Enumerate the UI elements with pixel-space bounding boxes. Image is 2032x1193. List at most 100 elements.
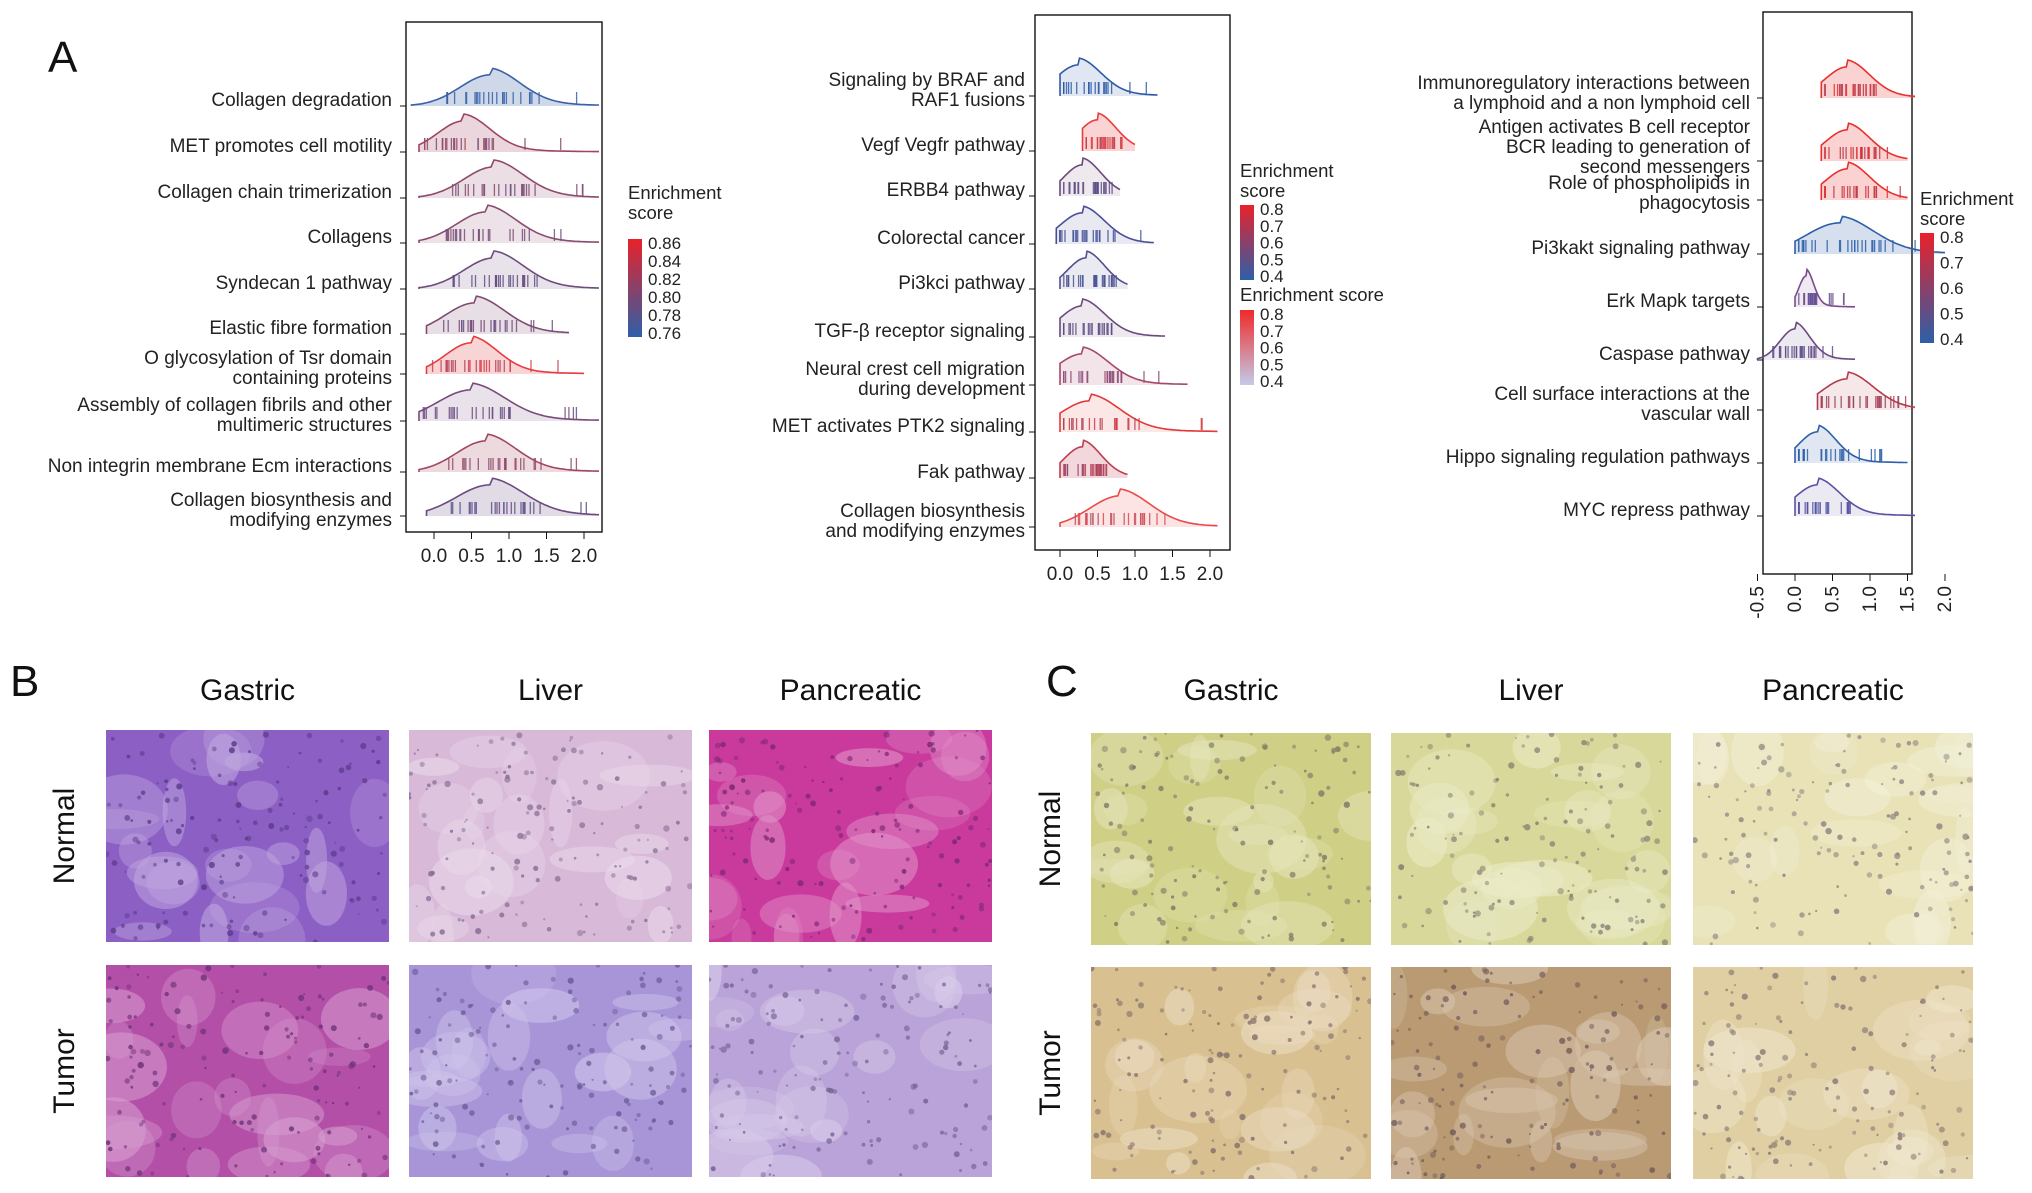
ridge-line bbox=[1059, 393, 1218, 433]
row-label: Non integrin membrane Ecm interactions bbox=[48, 456, 392, 477]
ridge-line bbox=[1059, 439, 1128, 478]
ridge-fill bbox=[1060, 394, 1218, 432]
legend-tick: 0.82 bbox=[648, 270, 681, 289]
row-label: O glycosylation of Tsr domain containing … bbox=[144, 348, 392, 389]
row-label: Assembly of collagen fibrils and other mu… bbox=[77, 395, 392, 436]
ridge-line bbox=[1820, 59, 1916, 99]
row-label: ERBB4 pathway bbox=[887, 180, 1026, 201]
ridge-fill bbox=[1056, 206, 1154, 244]
x-tick-label: 1.0 bbox=[496, 546, 522, 567]
ridge-line bbox=[418, 159, 600, 198]
ridge-fill bbox=[419, 160, 599, 198]
legend-tick: 0.8 bbox=[1260, 200, 1284, 219]
ridge-fill bbox=[411, 68, 599, 106]
panel-c: Gastric Liver Pancreatic Normal Tumor bbox=[1034, 674, 1973, 1179]
ridge-line bbox=[410, 67, 599, 106]
ridge-fill bbox=[1060, 440, 1128, 478]
b-micrograph bbox=[409, 965, 692, 1177]
ridge-fill bbox=[419, 434, 599, 472]
panel-a-label: A bbox=[48, 33, 78, 82]
ridge-line bbox=[1794, 267, 1855, 308]
legend-colorbar bbox=[1920, 233, 1934, 343]
row-label: MET promotes cell motility bbox=[170, 136, 393, 157]
b-micrograph bbox=[106, 730, 389, 942]
ridge-plot-2: Signaling by BRAF and RAF1 fusions Vegf Ve… bbox=[772, 14, 1384, 585]
b-row-title: Normal bbox=[48, 788, 81, 885]
row-label: Colorectal cancer bbox=[877, 228, 1026, 249]
row-label: Pi3kci pathway bbox=[898, 273, 1025, 294]
legend-tick: 0.4 bbox=[1260, 372, 1284, 391]
row-label: Collagen biosynthesis and modifying enzym… bbox=[170, 490, 392, 531]
ridge-fill bbox=[1795, 425, 1908, 463]
c-micrograph bbox=[1693, 733, 1973, 945]
row-label: Vegf Vegfr pathway bbox=[861, 135, 1025, 156]
legend-colorbar bbox=[1240, 310, 1254, 385]
legend-tick: 0.4 bbox=[1940, 330, 1964, 349]
panel-a: Collagen degradation MET promotes cell mo… bbox=[48, 11, 2014, 619]
plot-frame bbox=[1762, 11, 1913, 575]
legend-tick: 0.7 bbox=[1260, 217, 1284, 236]
row-label: Role of phospholipids in phagocytosis bbox=[1548, 173, 1750, 214]
ridge-line bbox=[425, 477, 600, 516]
ridge-line bbox=[418, 433, 599, 472]
b-micrograph bbox=[409, 730, 692, 942]
row-label: Immunoregulatory interactions between a l… bbox=[1417, 73, 1750, 114]
panel-c-label: C bbox=[1046, 657, 1078, 706]
b-micrograph bbox=[709, 965, 992, 1177]
row-label: Syndecan 1 pathway bbox=[216, 273, 393, 294]
c-column-title: Pancreatic bbox=[1762, 674, 1904, 707]
c-micrograph bbox=[1091, 967, 1371, 1179]
x-tick-label: 2.0 bbox=[571, 546, 597, 567]
row-label: Elastic fibre formation bbox=[209, 318, 392, 339]
x-tick-label: 1.5 bbox=[1159, 564, 1185, 585]
row-label: Collagen chain trimerization bbox=[158, 182, 392, 203]
legend-title: score bbox=[1920, 208, 1965, 229]
legend-colorbar bbox=[628, 239, 642, 337]
x-tick-label: 0.0 bbox=[421, 546, 447, 567]
legend-title: Enrichment bbox=[1240, 160, 1334, 181]
b-row-title: Tumor bbox=[48, 1028, 81, 1114]
c-column-title: Gastric bbox=[1183, 674, 1278, 707]
legend-tick: 0.6 bbox=[1260, 339, 1284, 358]
ridge-line bbox=[1055, 205, 1154, 245]
row-label: Hippo signaling regulation pathways bbox=[1446, 447, 1750, 468]
legend-title: Enrichment bbox=[1920, 188, 2014, 209]
x-tick-label: 0.5 bbox=[1084, 564, 1110, 585]
x-tick-label: 2.0 bbox=[1197, 564, 1223, 585]
ridge-fill bbox=[1757, 322, 1855, 360]
row-label: Collagen degradation bbox=[211, 90, 392, 111]
legend-title: Enrichment bbox=[628, 182, 722, 203]
x-tick-label: 1.5 bbox=[1898, 586, 1919, 612]
x-tick-label: 1.0 bbox=[1860, 586, 1881, 612]
legend-colorbar bbox=[1240, 205, 1254, 280]
row-label: MYC repress pathway bbox=[1563, 500, 1750, 521]
c-row-title: Tumor bbox=[1034, 1030, 1067, 1116]
row-label: Caspase pathway bbox=[1599, 344, 1751, 365]
row-label: Antigen activates B cell receptor BCR lea… bbox=[1479, 117, 1751, 178]
b-micrograph bbox=[709, 730, 992, 942]
legend-title: score bbox=[1240, 180, 1285, 201]
plot-frame bbox=[1034, 14, 1231, 551]
ridge-fill bbox=[419, 251, 599, 289]
ridge-line bbox=[1059, 57, 1158, 96]
c-column-title: Liver bbox=[1498, 674, 1563, 707]
x-tick-label: 2.0 bbox=[1935, 586, 1956, 612]
legend-tick: 0.86 bbox=[648, 234, 681, 253]
legend-tick: 0.80 bbox=[648, 288, 681, 307]
legend-title: Enrichment score bbox=[1240, 284, 1384, 305]
ridge-line bbox=[1794, 477, 1916, 517]
row-label: Neural crest cell migration during develo… bbox=[805, 359, 1025, 400]
ridge-line bbox=[1794, 215, 1946, 254]
x-tick-label: -0.5 bbox=[1748, 586, 1769, 619]
row-label: Erk Mapk targets bbox=[1606, 291, 1750, 312]
ridge-line bbox=[1081, 112, 1136, 151]
ridge-fill bbox=[1795, 478, 1915, 516]
plot-frame bbox=[405, 21, 603, 533]
ridge-plot-3: Immunoregulatory interactions between a l… bbox=[1417, 11, 2014, 619]
x-tick-label: 0.5 bbox=[458, 546, 484, 567]
row-label: Fak pathway bbox=[917, 462, 1025, 483]
